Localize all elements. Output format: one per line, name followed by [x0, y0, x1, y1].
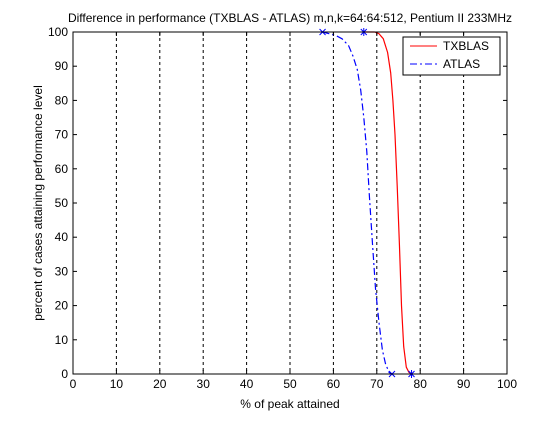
grid-layer: [115, 32, 465, 374]
series-line-txblas: [363, 31, 412, 375]
legend-label-atlas: ATLAS: [443, 57, 480, 71]
y-axis-label: percent of cases attaining performance l…: [31, 85, 45, 320]
x-tick-label-50: 50: [283, 377, 297, 391]
x-tick-label-30: 30: [197, 377, 211, 391]
x-tick-label-80: 80: [414, 377, 428, 391]
x-tick-label-90: 90: [457, 377, 471, 391]
y-tick-label-50: 50: [55, 196, 69, 210]
x-tick-label-40: 40: [240, 377, 254, 391]
y-tick-label-90: 90: [55, 59, 69, 73]
y-tick-label-60: 60: [55, 162, 69, 176]
x-tick-label-70: 70: [370, 377, 384, 391]
legend-label-txblas: TXBLAS: [443, 39, 489, 53]
x-tick-label-60: 60: [327, 377, 341, 391]
x-tick-label-20: 20: [153, 377, 167, 391]
x-tick-label-10: 10: [110, 377, 124, 391]
legend: TXBLAS ATLAS: [402, 36, 501, 76]
y-tick-label-100: 100: [48, 25, 68, 39]
y-tick-label-20: 20: [55, 299, 69, 313]
y-tick-label-30: 30: [55, 264, 69, 278]
y-tick-label-70: 70: [55, 128, 69, 142]
series-line-atlas: [322, 31, 393, 375]
x-axis-label: % of peak attained: [240, 397, 339, 411]
x-tick-label-0: 0: [70, 377, 77, 391]
y-tick-label-10: 10: [55, 333, 69, 347]
ticks-layer: 0 10 20 30 40 50 60 70 80 90 100 0 10 20 30 40 50 60 70 80 9…: [48, 25, 517, 391]
y-tick-label-0: 0: [61, 367, 68, 381]
legend-box: [402, 36, 501, 76]
chart-title: Difference in performance (TXBLAS - ATLA…: [68, 11, 512, 25]
y-tick-label-40: 40: [55, 230, 69, 244]
y-tick-label-80: 80: [55, 93, 69, 107]
x-tick-label-100: 100: [497, 377, 517, 391]
